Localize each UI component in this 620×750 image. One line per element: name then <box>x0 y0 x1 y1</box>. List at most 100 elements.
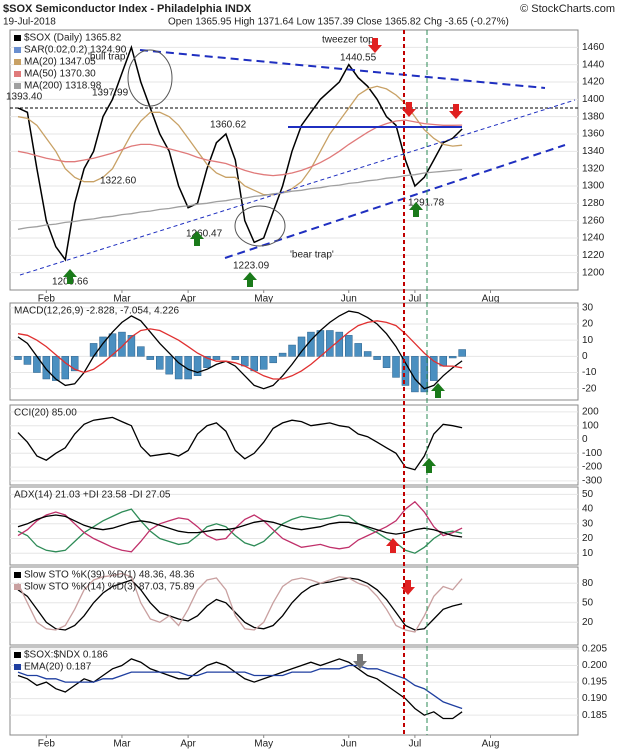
line <box>17 320 463 380</box>
legend-label: MA(200) 1318.98 <box>24 81 102 92</box>
annotation: tweezer top <box>322 35 374 46</box>
bar <box>420 356 429 393</box>
bar <box>307 331 315 357</box>
y-tick-label: 1220 <box>582 250 605 261</box>
y-tick-label: 1300 <box>582 181 605 192</box>
bar <box>382 356 391 368</box>
bar <box>193 356 202 377</box>
circle <box>127 49 173 107</box>
bar <box>203 356 211 368</box>
y-tick-label: 1280 <box>582 198 605 209</box>
y-tick-label: 1420 <box>582 77 605 88</box>
panel <box>9 646 579 736</box>
line <box>17 168 463 230</box>
x-tick-label: Feb <box>38 739 56 750</box>
legend-swatch <box>14 47 21 53</box>
down-arrow <box>449 104 463 119</box>
legend-label: EMA(20) 0.187 <box>24 662 92 673</box>
x-tick-label: Aug <box>482 739 500 750</box>
up-arrow <box>431 383 445 398</box>
line <box>17 44 463 262</box>
circle <box>234 205 286 247</box>
y-tick-label: 100 <box>582 420 599 431</box>
line <box>17 500 463 553</box>
panel-title: CCI(20) 85.00 <box>14 408 77 419</box>
y-tick-label: 20 <box>582 533 594 544</box>
up-arrow <box>422 458 436 473</box>
bar <box>165 356 173 375</box>
bar <box>458 349 466 357</box>
bar <box>335 331 344 357</box>
bar <box>354 343 362 357</box>
trend-line <box>139 49 546 89</box>
y-tick-label: 80 <box>582 578 594 589</box>
y-tick-label: 0.200 <box>582 660 607 671</box>
annotation: 1440.55 <box>340 53 377 64</box>
quote: Open 1365.95 High 1371.64 Low 1357.39 Cl… <box>168 17 509 28</box>
line <box>17 310 463 390</box>
y-tick-label: 30 <box>582 302 594 313</box>
x-tick-label: Jul <box>409 294 422 305</box>
x-tick-label: Feb <box>38 294 56 305</box>
y-tick-label: 1240 <box>582 233 605 244</box>
line <box>17 416 463 471</box>
x-tick-label: Jul <box>409 739 422 750</box>
legend-label: Slow STO %K(14) %D(3) 87.03, 75.89 <box>24 582 195 593</box>
annotation: 1260.47 <box>186 229 223 240</box>
y-tick-label: 50 <box>582 597 594 608</box>
bar <box>137 346 145 357</box>
bar <box>269 356 277 364</box>
bar <box>363 351 372 357</box>
legend-label: MA(50) 1370.30 <box>24 69 96 80</box>
annotation: 'bull trap' <box>88 52 127 63</box>
y-tick-label: 0 <box>582 434 588 445</box>
bar <box>156 356 164 370</box>
y-tick-label: 50 <box>582 489 594 500</box>
y-tick-label: 1260 <box>582 215 605 226</box>
down-arrow <box>401 580 415 595</box>
y-tick-label: 1200 <box>582 267 605 278</box>
bar <box>212 356 221 360</box>
legend-swatch <box>14 584 21 590</box>
bar <box>42 356 51 380</box>
y-tick-label: 40 <box>582 504 594 515</box>
panel <box>9 566 579 646</box>
y-tick-label: 1460 <box>582 42 605 53</box>
bar <box>297 336 306 357</box>
panel-title: ADX(14) 21.03 +DI 23.58 -DI 27.05 <box>14 490 171 501</box>
annotation: 'bear trap' <box>290 250 334 261</box>
legend-label: MA(20) 1347.05 <box>24 57 96 68</box>
y-tick-label: 0.195 <box>582 677 607 688</box>
copyright: © StockCharts.com <box>520 3 615 15</box>
bar <box>316 330 325 357</box>
y-tick-label: 20 <box>582 617 594 628</box>
panel <box>9 404 579 486</box>
bar <box>250 356 258 372</box>
legend-label: Slow STO %K(39) %D(1) 48.36, 48.36 <box>24 570 195 581</box>
x-tick-label: May <box>254 294 273 305</box>
legend-swatch <box>14 71 21 77</box>
y-tick-label: 0.205 <box>582 644 607 655</box>
down-arrow <box>368 38 382 53</box>
panel <box>9 29 579 291</box>
annotation: 1393.40 <box>6 92 43 103</box>
y-tick-label: 200 <box>582 407 599 418</box>
trend-line <box>224 144 566 259</box>
up-arrow <box>386 538 400 553</box>
bar <box>259 356 268 370</box>
y-tick-label: 1340 <box>582 146 605 157</box>
legend-swatch <box>14 83 21 89</box>
y-tick-label: 1440 <box>582 59 605 70</box>
bar <box>430 356 438 381</box>
up-arrow <box>243 272 257 287</box>
date: 19-Jul-2018 <box>3 17 56 28</box>
x-tick-label: Aug <box>482 294 500 305</box>
y-tick-label: -100 <box>582 448 602 459</box>
up-arrow <box>63 269 77 284</box>
x-tick-label: Apr <box>180 739 196 750</box>
y-tick-label: 30 <box>582 518 594 529</box>
line <box>17 514 463 538</box>
bar <box>278 352 287 357</box>
bar <box>174 356 183 380</box>
